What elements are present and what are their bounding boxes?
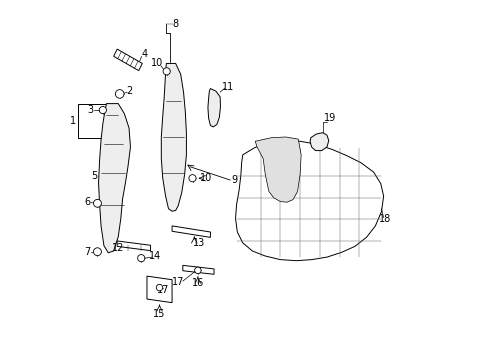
Text: 3: 3 [87, 105, 93, 115]
Text: 4: 4 [142, 49, 147, 59]
Circle shape [115, 90, 124, 98]
Circle shape [163, 68, 170, 75]
Text: 2: 2 [125, 86, 132, 96]
Polygon shape [99, 104, 130, 253]
Polygon shape [117, 241, 150, 251]
Text: 6: 6 [84, 197, 90, 207]
Text: 7: 7 [84, 247, 90, 257]
Circle shape [156, 284, 163, 291]
Text: 19: 19 [324, 113, 336, 123]
Text: 10: 10 [200, 173, 212, 183]
Polygon shape [172, 226, 210, 237]
Circle shape [194, 267, 201, 274]
Polygon shape [183, 265, 214, 274]
Polygon shape [255, 137, 301, 202]
Text: 1: 1 [70, 116, 76, 126]
Text: 16: 16 [191, 278, 203, 288]
Polygon shape [161, 63, 186, 211]
Text: 13: 13 [192, 238, 204, 248]
Text: 12: 12 [112, 243, 124, 253]
Text: 17: 17 [172, 277, 184, 287]
Text: 9: 9 [231, 175, 237, 185]
Polygon shape [147, 276, 172, 303]
Text: 15: 15 [153, 309, 165, 319]
Polygon shape [207, 89, 220, 127]
Text: 11: 11 [222, 82, 234, 92]
Text: 5: 5 [91, 171, 98, 181]
Polygon shape [235, 140, 383, 261]
Circle shape [137, 255, 144, 262]
Text: 18: 18 [379, 215, 391, 224]
Circle shape [188, 175, 196, 182]
Text: 8: 8 [172, 19, 178, 29]
Bar [78, 104, 112, 138]
Circle shape [99, 107, 106, 114]
Circle shape [93, 248, 101, 256]
Polygon shape [113, 49, 142, 71]
Circle shape [93, 199, 101, 207]
Polygon shape [309, 133, 328, 150]
Text: 10: 10 [151, 58, 163, 68]
Text: 14: 14 [149, 251, 162, 261]
Text: 17: 17 [157, 285, 169, 296]
